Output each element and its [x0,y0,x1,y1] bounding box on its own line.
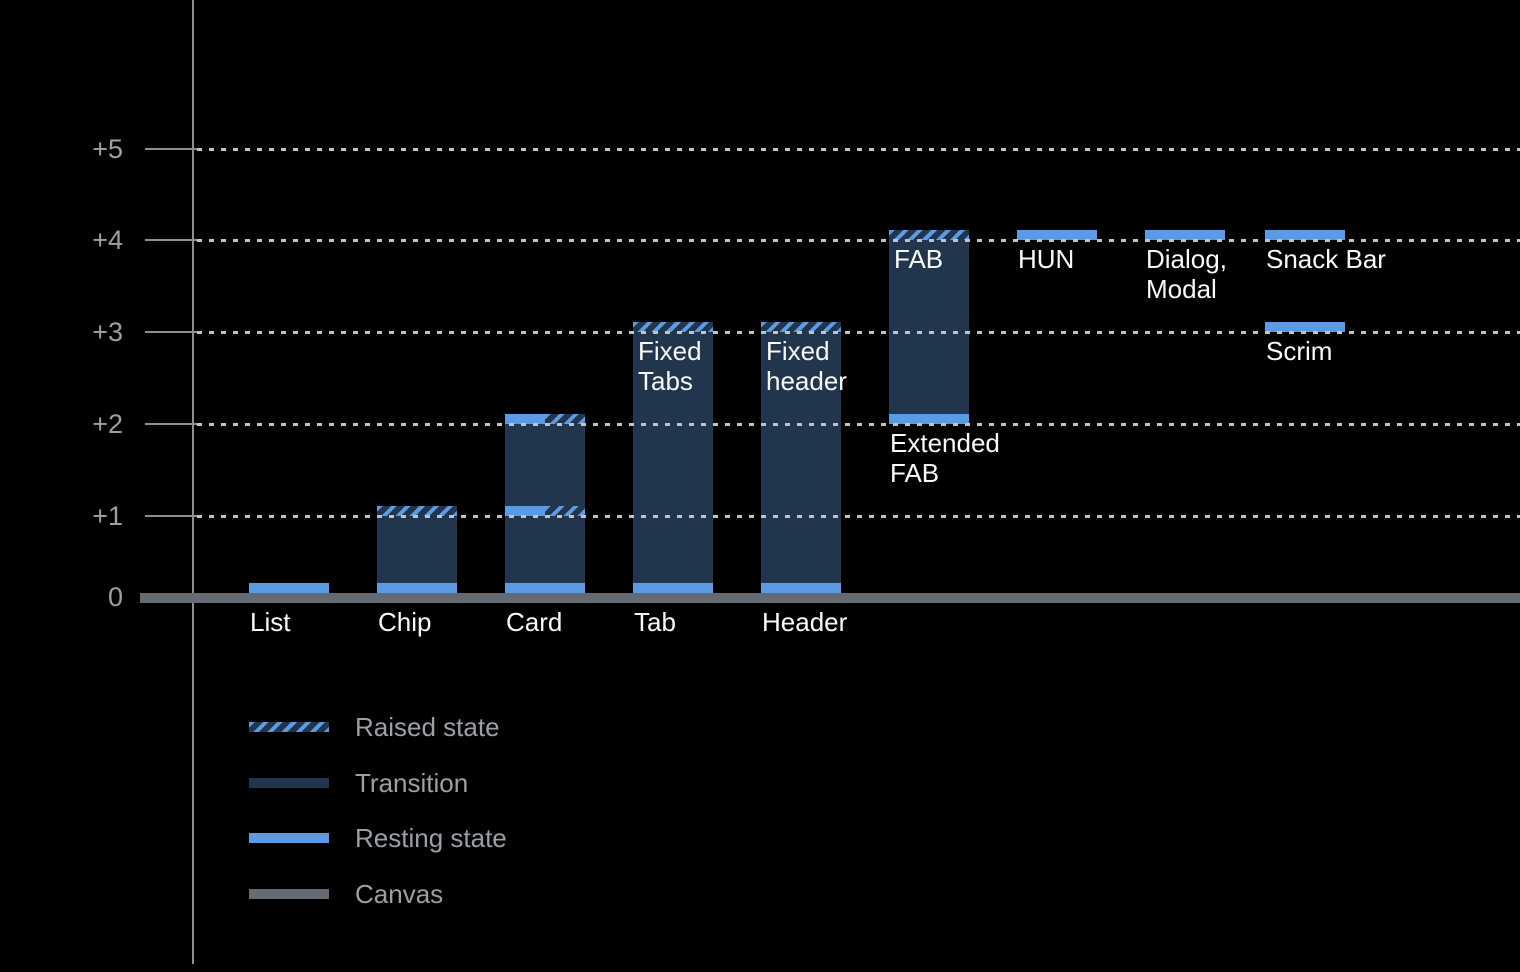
list-label: List [250,607,291,637]
tab-raised-segment [633,322,713,332]
legend-label-transition: Transition [355,767,469,798]
y-tick [145,515,197,517]
fab-resting-segment [889,414,969,424]
dialog-modal-label: Dialog, Modal [1146,244,1227,304]
gridline [197,515,1520,518]
card-resting-segment [505,506,545,516]
legend-label-raised: Raised state [355,712,500,742]
chip-label: Chip [378,607,432,637]
legend-swatch-transition [249,777,329,788]
scrim-label: Scrim [1266,336,1333,366]
fab-raised-segment [889,230,969,240]
canvas-line [140,593,1520,603]
snack-bar-label: Snack Bar [1266,244,1386,274]
list-resting-segment [249,583,329,593]
card-label: Card [506,607,563,637]
fab-label: Extended FAB [890,428,1000,488]
chip-resting-segment [377,583,457,593]
card-raised-segment [545,414,585,424]
hun-label: HUN [1018,244,1075,274]
y-tick-label: +2 [92,409,123,439]
gridline [197,423,1520,426]
card-raised-segment [545,506,585,516]
gridline [197,239,1520,242]
card-resting-segment [505,414,545,424]
legend-swatch-canvas [249,888,329,899]
y-tick [145,239,197,241]
legend-label-resting: Resting state [355,823,507,853]
gridline [197,148,1520,151]
header-resting-segment [761,583,841,593]
y-tick [145,331,197,333]
header-label: Header [762,607,848,637]
card-resting-segment [505,583,585,593]
chip-transition-segment [377,516,457,593]
y-tick [145,148,197,150]
scrim-resting-segment [1265,322,1345,332]
y-axis-line [192,0,194,964]
chip-raised-segment [377,506,457,516]
tab-label: Fixed Tabs [638,336,702,396]
header-raised-segment [761,322,841,332]
header-transition-segment [761,332,841,593]
y-tick-label: +5 [92,134,123,164]
snack-bar-resting-segment [1265,230,1345,240]
legend-swatch-resting [249,833,329,843]
tab-resting-segment [633,583,713,593]
fab-label: FAB [894,244,944,274]
y-tick-label: +4 [92,225,123,255]
hun-resting-segment [1017,230,1097,240]
dialog-modal-resting-segment [1145,230,1225,240]
tab-label: Tab [634,607,676,637]
y-tick-label: +1 [92,501,123,531]
legend-label-canvas: Canvas [355,878,444,909]
y-tick-label: +3 [92,317,123,347]
header-label: Fixed header [766,336,847,396]
legend-swatch-raised [249,722,329,732]
y-tick-label: 0 [107,582,123,612]
tab-transition-segment [633,332,713,593]
y-tick [145,423,197,425]
gridline [197,331,1520,334]
